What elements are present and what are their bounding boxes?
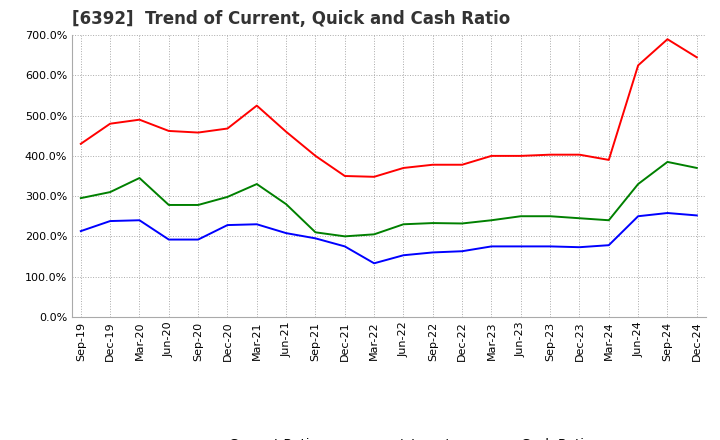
Cash Ratio bbox=[341, 244, 349, 249]
Current Ratio bbox=[194, 130, 202, 135]
Quick Ratio bbox=[487, 218, 496, 223]
Quick Ratio bbox=[223, 194, 232, 200]
Cash Ratio bbox=[546, 244, 554, 249]
Cash Ratio bbox=[76, 228, 85, 234]
Quick Ratio bbox=[341, 234, 349, 239]
Quick Ratio bbox=[164, 202, 173, 208]
Cash Ratio bbox=[311, 236, 320, 241]
Quick Ratio bbox=[106, 190, 114, 195]
Current Ratio bbox=[663, 37, 672, 42]
Current Ratio bbox=[223, 126, 232, 131]
Quick Ratio bbox=[634, 181, 642, 187]
Cash Ratio bbox=[135, 218, 144, 223]
Current Ratio bbox=[516, 153, 525, 158]
Cash Ratio bbox=[663, 210, 672, 216]
Quick Ratio bbox=[194, 202, 202, 208]
Current Ratio bbox=[370, 174, 379, 180]
Quick Ratio bbox=[282, 202, 290, 207]
Cash Ratio bbox=[164, 237, 173, 242]
Cash Ratio bbox=[693, 213, 701, 218]
Cash Ratio bbox=[516, 244, 525, 249]
Cash Ratio bbox=[575, 245, 584, 250]
Quick Ratio bbox=[399, 222, 408, 227]
Quick Ratio bbox=[370, 232, 379, 237]
Quick Ratio bbox=[428, 220, 437, 226]
Current Ratio bbox=[76, 141, 85, 147]
Current Ratio bbox=[164, 128, 173, 134]
Current Ratio bbox=[634, 63, 642, 68]
Current Ratio bbox=[458, 162, 467, 167]
Cash Ratio bbox=[370, 260, 379, 266]
Current Ratio bbox=[282, 129, 290, 134]
Quick Ratio bbox=[693, 165, 701, 171]
Cash Ratio bbox=[253, 222, 261, 227]
Cash Ratio bbox=[605, 242, 613, 248]
Quick Ratio bbox=[546, 213, 554, 219]
Cash Ratio bbox=[106, 218, 114, 224]
Quick Ratio bbox=[135, 176, 144, 181]
Current Ratio bbox=[106, 121, 114, 126]
Current Ratio bbox=[253, 103, 261, 108]
Current Ratio bbox=[311, 153, 320, 158]
Quick Ratio bbox=[575, 216, 584, 221]
Current Ratio bbox=[399, 165, 408, 171]
Current Ratio bbox=[487, 153, 496, 158]
Quick Ratio bbox=[458, 221, 467, 226]
Current Ratio bbox=[135, 117, 144, 122]
Current Ratio bbox=[428, 162, 437, 167]
Quick Ratio bbox=[605, 218, 613, 223]
Cash Ratio bbox=[487, 244, 496, 249]
Current Ratio bbox=[693, 55, 701, 60]
Cash Ratio bbox=[634, 213, 642, 219]
Legend: Current Ratio, Quick Ratio, Cash Ratio: Current Ratio, Quick Ratio, Cash Ratio bbox=[181, 433, 597, 440]
Current Ratio bbox=[575, 152, 584, 158]
Current Ratio bbox=[341, 173, 349, 179]
Cash Ratio bbox=[458, 249, 467, 254]
Cash Ratio bbox=[428, 250, 437, 255]
Current Ratio bbox=[546, 152, 554, 158]
Line: Current Ratio: Current Ratio bbox=[81, 39, 697, 177]
Line: Quick Ratio: Quick Ratio bbox=[81, 162, 697, 236]
Cash Ratio bbox=[399, 253, 408, 258]
Current Ratio bbox=[605, 157, 613, 162]
Cash Ratio bbox=[194, 237, 202, 242]
Line: Cash Ratio: Cash Ratio bbox=[81, 213, 697, 263]
Quick Ratio bbox=[253, 181, 261, 187]
Quick Ratio bbox=[663, 159, 672, 165]
Quick Ratio bbox=[516, 213, 525, 219]
Cash Ratio bbox=[282, 231, 290, 236]
Text: [6392]  Trend of Current, Quick and Cash Ratio: [6392] Trend of Current, Quick and Cash … bbox=[72, 10, 510, 28]
Quick Ratio bbox=[76, 195, 85, 201]
Cash Ratio bbox=[223, 223, 232, 228]
Quick Ratio bbox=[311, 230, 320, 235]
